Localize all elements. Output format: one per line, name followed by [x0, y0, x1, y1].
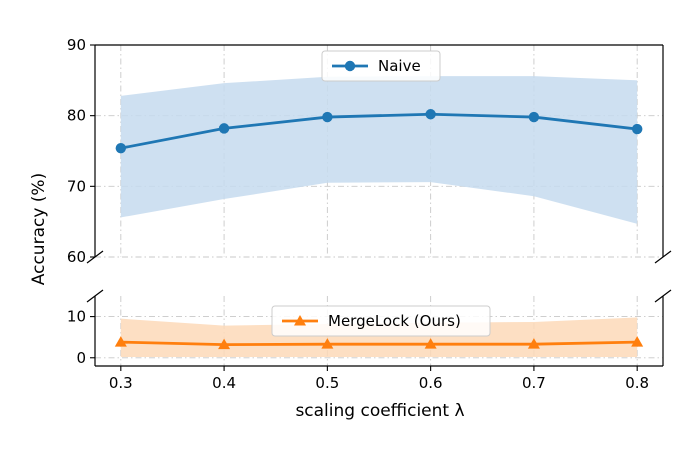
y-tick-label-upper-90: 90	[67, 36, 86, 54]
point-series-1-2	[321, 338, 334, 349]
point-series-0-0	[115, 142, 127, 154]
x-tick-label-0.8: 0.8	[625, 374, 649, 392]
legend-label-0: Naive	[378, 57, 421, 75]
point-series-0-2	[322, 111, 333, 123]
y-tick-label-upper-70: 70	[67, 177, 86, 195]
x-tick-label-0.4: 0.4	[212, 374, 236, 392]
y-tick-label-lower-10: 10	[67, 308, 86, 326]
point-series-1-5	[631, 336, 644, 347]
legends: Naive MergeLock (Ours)	[271, 50, 491, 337]
x-tick-label-0.6: 0.6	[419, 374, 443, 392]
x-axis-label: scaling coefficient λ	[295, 401, 464, 421]
tick-labels: 60 70 80 90 0 10 0.3 0.4 0.5 0.6 0.7 0.8	[67, 36, 649, 392]
y-tick-label-upper-80: 80	[67, 107, 86, 125]
point-series-0-3	[425, 109, 436, 120]
line-series-1	[120, 340, 638, 346]
point-series-1-1	[218, 338, 231, 350]
y-axis-label: Accuracy (%)	[29, 173, 49, 285]
series-markers	[114, 109, 644, 350]
axis-break-mark-3	[654, 289, 672, 303]
legend-0: Naive	[321, 50, 441, 82]
legend-box-1	[271, 305, 491, 337]
axis-break-mark-1	[654, 250, 672, 264]
point-series-0-1	[218, 123, 230, 134]
line-series-0	[120, 112, 638, 150]
x-tick-label-0.3: 0.3	[109, 374, 133, 392]
axis-break-mark-2	[86, 289, 104, 303]
legend-box-0	[321, 50, 441, 82]
legend-label-1: MergeLock (Ours)	[328, 312, 461, 330]
confidence-bands	[120, 76, 638, 357]
legend-marker-0	[344, 60, 356, 72]
y-tick-label-upper-60: 60	[67, 248, 86, 266]
y-tick-label-lower-0: 0	[76, 349, 86, 367]
band-series-1	[120, 317, 638, 357]
legend-marker-1	[294, 315, 306, 326]
point-series-0-4	[528, 111, 540, 123]
legend-1: MergeLock (Ours)	[271, 305, 491, 337]
point-series-0-5	[631, 123, 643, 135]
x-tick-label-0.7: 0.7	[522, 374, 546, 392]
point-series-1-4	[527, 338, 540, 349]
series-lines	[120, 112, 638, 346]
point-series-1-0	[114, 336, 127, 347]
point-series-1-3	[424, 338, 437, 349]
x-tick-label-0.5: 0.5	[315, 374, 339, 392]
band-series-0	[120, 76, 638, 224]
